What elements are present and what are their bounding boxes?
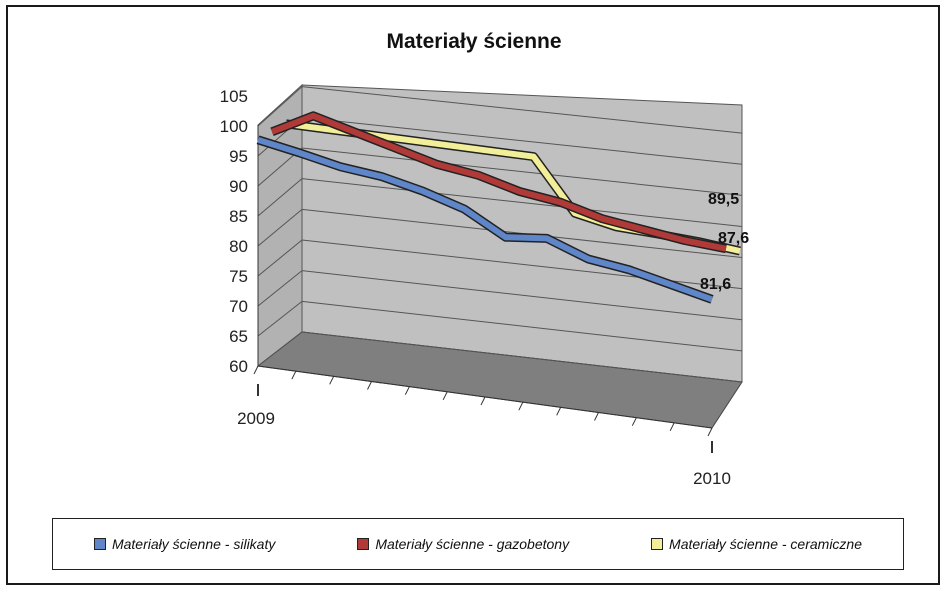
- x-tick: [518, 401, 524, 411]
- side-gridline: [257, 178, 303, 217]
- x-tick: [480, 396, 486, 406]
- legend-swatch: [93, 538, 106, 550]
- x-tick: [556, 407, 562, 416]
- back-gridline: [301, 300, 743, 352]
- series-lines: [256, 111, 741, 304]
- legend-label: Materiały ścienne - ceramiczne: [669, 536, 863, 552]
- series-end-label: 81,6: [700, 276, 731, 293]
- y-tick-label: 95: [229, 147, 248, 166]
- chart-plot: 105 100 95 90 85 80 75 70 65 60 2009 2010 87,6 89,5…: [220, 83, 749, 488]
- x-tick: [669, 422, 675, 432]
- x-tick: [291, 370, 297, 380]
- series-line: [257, 136, 714, 303]
- legend-swatch: [651, 538, 664, 550]
- series-end-labels: 87,6 89,5 81,6: [700, 191, 749, 293]
- y-axis-ticks: 105 100 95 90 85 80 75 70 65 60: [220, 87, 248, 376]
- legend-item-ceramiczne: Materiały ścienne - ceramiczne: [651, 536, 862, 552]
- x-tick: [442, 391, 448, 401]
- side-gridline: [257, 300, 303, 337]
- chart-title: Materiały ścienne: [386, 30, 562, 53]
- side-gridline: [257, 208, 303, 247]
- y-tick-label: 75: [229, 267, 248, 286]
- side-gridline: [257, 331, 303, 367]
- side-gridline: [257, 270, 303, 307]
- chart-legend: Materiały ścienne - silikaty Materiały ś…: [52, 518, 904, 570]
- back-gridline: [301, 86, 743, 134]
- x-tick: [594, 412, 599, 421]
- legend-label: Materiały ścienne - silikaty: [111, 536, 276, 552]
- y-tick-label: 65: [229, 327, 248, 346]
- y-tick-label: 60: [229, 357, 248, 376]
- x-label-start: 2009: [237, 409, 275, 428]
- back-gridline: [301, 178, 743, 227]
- back-gridline: [301, 270, 743, 321]
- x-label-end: 2010: [693, 469, 731, 488]
- y-tick-label: 105: [220, 87, 248, 106]
- side-gridline: [257, 239, 303, 277]
- series-end-label: 89,5: [708, 191, 739, 208]
- x-tick: [253, 365, 259, 375]
- chart-walls: [256, 83, 743, 429]
- x-tick: [329, 376, 335, 385]
- legend-label: Materiały ścienne - gazobetony: [375, 536, 570, 552]
- legend-item-gazobetony: Materiały ścienne - gazobetony: [357, 536, 569, 552]
- x-axis: 2009 2010: [237, 125, 731, 488]
- back-gridline: [301, 331, 743, 383]
- y-tick-label: 80: [229, 237, 248, 256]
- side-gridline: [257, 86, 303, 127]
- series-line: [270, 112, 727, 252]
- y-tick-label: 70: [229, 297, 248, 316]
- x-tick: [707, 427, 713, 437]
- y-tick-label: 90: [229, 177, 248, 196]
- legend-swatch: [357, 538, 370, 550]
- back-gridline: [301, 147, 743, 196]
- legend-item-silikaty: Materiały ścienne - silikaty: [93, 536, 276, 552]
- y-tick-label: 100: [220, 117, 248, 136]
- x-tick: [404, 386, 410, 395]
- back-gridline: [301, 116, 743, 165]
- x-tick: [367, 381, 372, 390]
- y-tick-label: 85: [229, 207, 248, 226]
- x-tick: [631, 417, 637, 426]
- series-end-label: 87,6: [718, 230, 749, 247]
